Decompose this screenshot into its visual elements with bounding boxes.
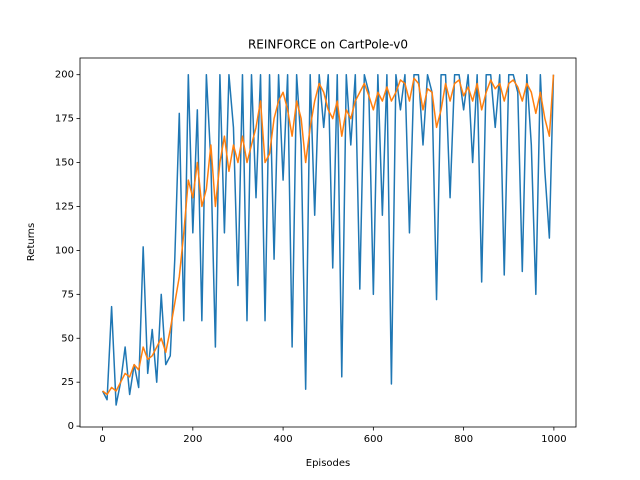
series-line — [102, 74, 555, 396]
series-line — [101, 73, 555, 406]
y-tick-label: 50 — [61, 333, 74, 344]
y-tick-label: 25 — [61, 377, 74, 388]
y-tick-label: 200 — [55, 70, 74, 81]
chart-title: REINFORCE on CartPole-v0 — [248, 38, 408, 52]
x-tick-label: 0 — [99, 434, 105, 445]
y-tick-label: 150 — [55, 158, 74, 169]
y-tick-label: 100 — [55, 245, 74, 256]
y-axis-label: Returns — [26, 223, 37, 261]
x-tick-label: 200 — [183, 434, 202, 445]
y-tick-label: 0 — [68, 421, 74, 432]
y-tick-label: 125 — [55, 201, 74, 212]
x-tick-label: 1000 — [541, 434, 566, 445]
x-tick-label: 800 — [454, 434, 473, 445]
plot-frame — [79, 57, 577, 428]
x-tick-label: 400 — [274, 434, 293, 445]
x-axis-label: Episodes — [306, 458, 350, 469]
y-tick-label: 175 — [55, 114, 74, 125]
x-tick-label: 600 — [364, 434, 383, 445]
y-tick-label: 75 — [61, 289, 74, 300]
